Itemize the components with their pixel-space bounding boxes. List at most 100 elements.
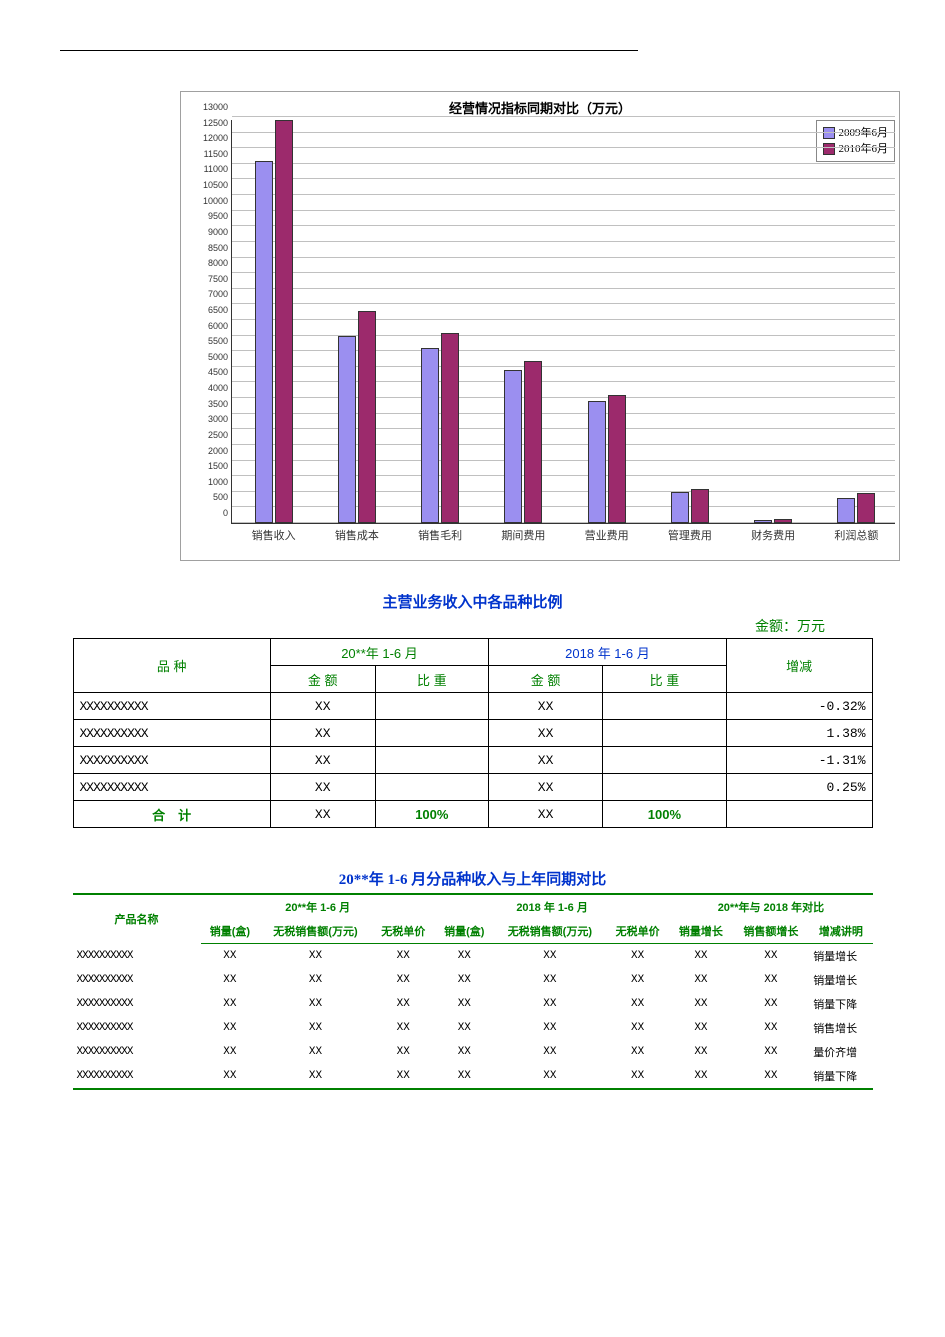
y-tick-label: 7500 — [208, 274, 232, 284]
y-tick-label: 11000 — [204, 164, 232, 174]
cell-diff — [726, 801, 872, 828]
bar — [837, 498, 855, 523]
col-product: 品 种 — [73, 639, 270, 693]
cell-value: XX — [372, 944, 435, 969]
unit-label: 金额：万元 — [60, 616, 825, 636]
cell-value: XX — [733, 1016, 810, 1040]
y-tick-label: 1500 — [208, 461, 232, 471]
y-tick-label: 11500 — [204, 149, 232, 159]
grid-line — [232, 132, 895, 133]
cell-value: XX — [201, 992, 260, 1016]
col-note: 增减讲明 — [809, 919, 872, 944]
table-total-row: 合 计XX100%XX100% — [73, 801, 872, 828]
table-head: 产品名称 20**年 1-6 月 2018 年 1-6 月 20**年与 201… — [73, 894, 873, 944]
cell-name: XXXXXXXXXX — [73, 1064, 201, 1089]
col-period1: 20**年 1-6 月 — [270, 639, 488, 666]
cell-value: XX — [733, 944, 810, 969]
cell-value: XX — [435, 1016, 494, 1040]
product-ratio-table: 品 种 20**年 1-6 月 2018 年 1-6 月 增减 金 额 比 重 … — [73, 638, 873, 828]
cell-value: XX — [435, 968, 494, 992]
bar — [524, 361, 542, 523]
grid-line — [232, 178, 895, 179]
cell-value: XX — [435, 1064, 494, 1089]
table-row: XXXXXXXXXXXXXX-0.32% — [73, 693, 872, 720]
grid-line — [232, 428, 895, 429]
cell-name: XXXXXXXXXX — [73, 992, 201, 1016]
cell-value: XX — [733, 992, 810, 1016]
bar — [857, 493, 875, 523]
y-tick-label: 8500 — [208, 243, 232, 253]
grid-line — [232, 257, 895, 258]
cell-name: XXXXXXXXXX — [73, 720, 270, 747]
y-tick-label: 13000 — [203, 102, 232, 112]
y-tick-label: 4000 — [208, 383, 232, 393]
grid-line — [232, 350, 895, 351]
x-tick-label: 销售成本 — [335, 523, 379, 543]
x-tick-label: 财务费用 — [751, 523, 795, 543]
grid-line — [232, 491, 895, 492]
col-period2: 2018 年 1-6 月 — [489, 639, 727, 666]
y-tick-label: 2000 — [208, 446, 232, 456]
col-drev: 销售额增长 — [733, 919, 810, 944]
grid-line — [232, 288, 895, 289]
cell-ratio — [375, 693, 489, 720]
cell-value: XX — [201, 1064, 260, 1089]
grid-line — [232, 475, 895, 476]
cell-amount: XX — [489, 747, 603, 774]
x-tick-label: 销售收入 — [252, 523, 296, 543]
grid-line — [232, 303, 895, 304]
cell-amount: XX — [270, 693, 375, 720]
cell-ratio — [375, 747, 489, 774]
cell-amount: XX — [270, 720, 375, 747]
y-tick-label: 0 — [223, 508, 232, 518]
divider — [60, 50, 638, 51]
cell-value: XX — [259, 968, 371, 992]
cell-ratio — [375, 774, 489, 801]
col-amount2: 金 额 — [489, 666, 603, 693]
col-amount1: 金 额 — [270, 666, 375, 693]
cell-value: XX — [259, 944, 371, 969]
y-tick-label: 3000 — [208, 414, 232, 424]
bar — [275, 120, 293, 523]
col-price: 无税单价 — [372, 919, 435, 944]
cell-name: XXXXXXXXXX — [73, 774, 270, 801]
bar — [588, 401, 606, 523]
table-row: XXXXXXXXXXXXXXXXXXXXXXXXXX量价齐增 — [73, 1040, 873, 1064]
cell-value: XX — [372, 992, 435, 1016]
cell-value: XX — [372, 968, 435, 992]
cell-ratio: 100% — [603, 801, 727, 828]
page: 经营情况指标同期对比（万元） 2009年6月 2010年6月 050010001… — [0, 0, 945, 1130]
cell-value: XX — [733, 1064, 810, 1089]
cell-value: XX — [372, 1016, 435, 1040]
cell-value: XX — [435, 944, 494, 969]
cell-note: 销售增长 — [809, 1016, 872, 1040]
grid-line — [232, 335, 895, 336]
cell-value: XX — [494, 968, 606, 992]
cell-value: XX — [259, 992, 371, 1016]
bar — [358, 311, 376, 523]
col-rev: 无税销售额(万元) — [259, 919, 371, 944]
bar-chart: 经营情况指标同期对比（万元） 2009年6月 2010年6月 050010001… — [180, 91, 900, 561]
grid-line — [232, 366, 895, 367]
cell-amount: XX — [489, 774, 603, 801]
cell-diff: -1.31% — [726, 747, 872, 774]
cell-name: XXXXXXXXXX — [73, 693, 270, 720]
y-tick-label: 10000 — [203, 196, 232, 206]
table-head: 品 种 20**年 1-6 月 2018 年 1-6 月 增减 金 额 比 重 … — [73, 639, 872, 693]
cell-ratio — [603, 693, 727, 720]
y-tick-label: 7000 — [208, 289, 232, 299]
col-qty: 销量(盒) — [201, 919, 260, 944]
grid-line — [232, 444, 895, 445]
cell-diff: -0.32% — [726, 693, 872, 720]
y-tick-label: 12500 — [203, 118, 232, 128]
grid-line — [232, 272, 895, 273]
grid-line — [232, 397, 895, 398]
y-tick-label: 10500 — [203, 180, 232, 190]
bar — [671, 492, 689, 523]
cell-value: XX — [494, 1040, 606, 1064]
cell-note: 销量下降 — [809, 992, 872, 1016]
col-rev: 无税销售额(万元) — [494, 919, 606, 944]
y-tick-label: 12000 — [203, 133, 232, 143]
cell-value: XX — [669, 1064, 732, 1089]
cell-value: XX — [372, 1040, 435, 1064]
